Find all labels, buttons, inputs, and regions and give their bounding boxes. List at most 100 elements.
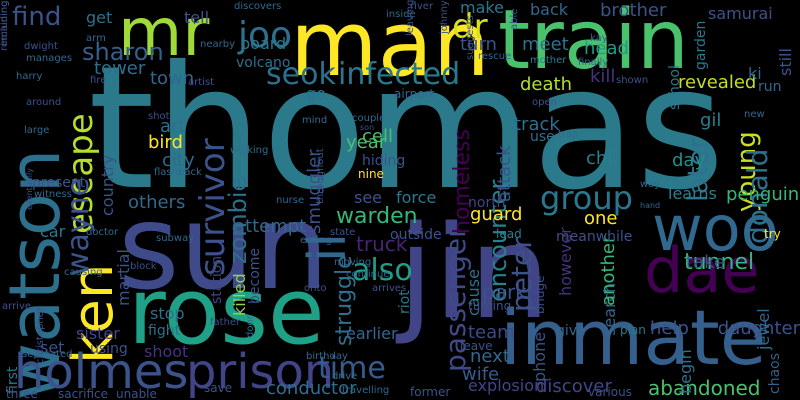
cloud-word: joo xyxy=(238,15,293,56)
cloud-word: also xyxy=(352,253,413,288)
cloud-word: state xyxy=(330,227,356,238)
cloud-word: penguin xyxy=(726,184,800,205)
cloud-word: make xyxy=(460,0,504,17)
cloud-word: unable xyxy=(116,387,157,400)
cloud-word: father xyxy=(210,317,241,328)
cloud-word: airport xyxy=(394,87,435,101)
cloud-word: using xyxy=(90,341,128,357)
cloud-word: warden xyxy=(336,204,418,229)
cloud-word: others xyxy=(128,192,186,213)
cloud-word: finally xyxy=(578,57,609,68)
cloud-word: find xyxy=(12,2,62,32)
cloud-word: attempt xyxy=(234,216,307,237)
cloud-word: brother xyxy=(600,0,667,21)
cloud-word: track xyxy=(514,114,560,135)
cloud-word: tunnel xyxy=(684,250,755,275)
cloud-word: flashback xyxy=(154,167,202,178)
cloud-word: woo xyxy=(652,192,779,265)
cloud-word: nine xyxy=(358,167,384,181)
cloud-word: north xyxy=(468,195,506,211)
cloud-word: rescue xyxy=(478,51,512,62)
cloud-word: stop xyxy=(150,304,185,323)
cloud-word: begin xyxy=(676,349,695,394)
cloud-word: mr xyxy=(118,0,210,71)
cloud-word: leave xyxy=(460,339,493,353)
cloud-word: school xyxy=(667,65,683,110)
cloud-word: three xyxy=(6,387,38,400)
cloud-word: door xyxy=(245,315,256,338)
cloud-word: sacrifice xyxy=(58,387,109,400)
cloud-word: day xyxy=(672,150,706,171)
cloud-word: train xyxy=(498,0,689,88)
cloud-word: doctor xyxy=(86,227,119,238)
cloud-word: hiding xyxy=(362,153,406,169)
cloud-word: infected xyxy=(338,57,461,92)
cloud-word: attack xyxy=(494,145,515,203)
cloud-word: couple xyxy=(352,113,386,124)
cloud-word: phone xyxy=(530,331,549,382)
cloud-word: tell xyxy=(184,8,210,27)
cloud-word: discover xyxy=(536,376,612,397)
cloud-word: son xyxy=(360,123,375,132)
cloud-word: nearby xyxy=(200,39,235,50)
cloud-word: samurai xyxy=(708,4,773,23)
cloud-word: causing xyxy=(64,267,103,278)
cloud-word: large xyxy=(24,125,50,136)
cloud-word: turn xyxy=(460,34,497,55)
cloud-word: go xyxy=(306,84,326,103)
cloud-word: take xyxy=(686,252,725,273)
cloud-word: various xyxy=(588,385,632,399)
cloud-word: another xyxy=(598,235,619,306)
cloud-word: walking xyxy=(230,145,269,156)
cloud-word: shoot xyxy=(144,342,189,361)
cloud-word: prison xyxy=(186,344,335,400)
cloud-word: seok xyxy=(266,57,336,92)
cloud-word: open xyxy=(532,97,557,108)
cloud-word: volcano xyxy=(236,55,291,71)
cloud-word: onto xyxy=(304,283,327,294)
cloud-word: rose xyxy=(128,258,325,365)
cloud-word: travelling xyxy=(342,385,390,396)
cloud-word: witness xyxy=(34,189,72,200)
cloud-word: year xyxy=(346,132,387,153)
cloud-word: around xyxy=(26,97,62,108)
cloud-word: team xyxy=(468,322,515,343)
cloud-word: ki xyxy=(748,64,762,83)
cloud-word: inmate xyxy=(500,293,767,382)
cloud-word: city xyxy=(162,150,195,171)
cloud-word: river xyxy=(410,1,434,12)
cloud-word: leaving xyxy=(405,0,416,37)
cloud-word: gil xyxy=(700,110,722,131)
cloud-word: dr xyxy=(452,7,488,47)
cloud-word: birthday xyxy=(306,351,348,362)
cloud-word: run xyxy=(758,79,782,95)
cloud-word: board xyxy=(240,34,287,53)
cloud-word: mind xyxy=(302,115,328,126)
cloud-word: give xyxy=(556,323,586,339)
cloud-word: revealed xyxy=(678,72,757,93)
cloud-word: harry xyxy=(16,71,43,82)
cloud-word: save xyxy=(204,381,233,395)
cloud-word: inside xyxy=(386,9,416,20)
cloud-word: chi xyxy=(586,148,613,169)
cloud-word: manages xyxy=(26,53,73,64)
cloud-word: get xyxy=(86,8,113,27)
cloud-word: tower xyxy=(94,58,146,79)
cloud-word: next xyxy=(470,346,510,367)
cloud-word: one xyxy=(584,208,618,229)
cloud-word: bridge xyxy=(533,275,547,314)
cloud-word: artist xyxy=(188,77,215,88)
cloud-word: cell xyxy=(362,126,393,147)
cloud-word: separated xyxy=(22,349,73,360)
cloud-word: hand xyxy=(640,201,661,210)
cloud-word: sister xyxy=(76,324,120,343)
cloud-word: force xyxy=(396,188,437,207)
cloud-word: turning xyxy=(468,299,512,313)
cloud-word: country xyxy=(98,154,117,216)
cloud-word: use xyxy=(530,129,555,145)
cloud-word: way xyxy=(640,179,661,190)
cloud-word: dwight xyxy=(24,41,58,52)
cloud-word: killed xyxy=(230,273,249,316)
cloud-word: chaos xyxy=(767,352,783,394)
cloud-word: plan xyxy=(620,323,646,337)
